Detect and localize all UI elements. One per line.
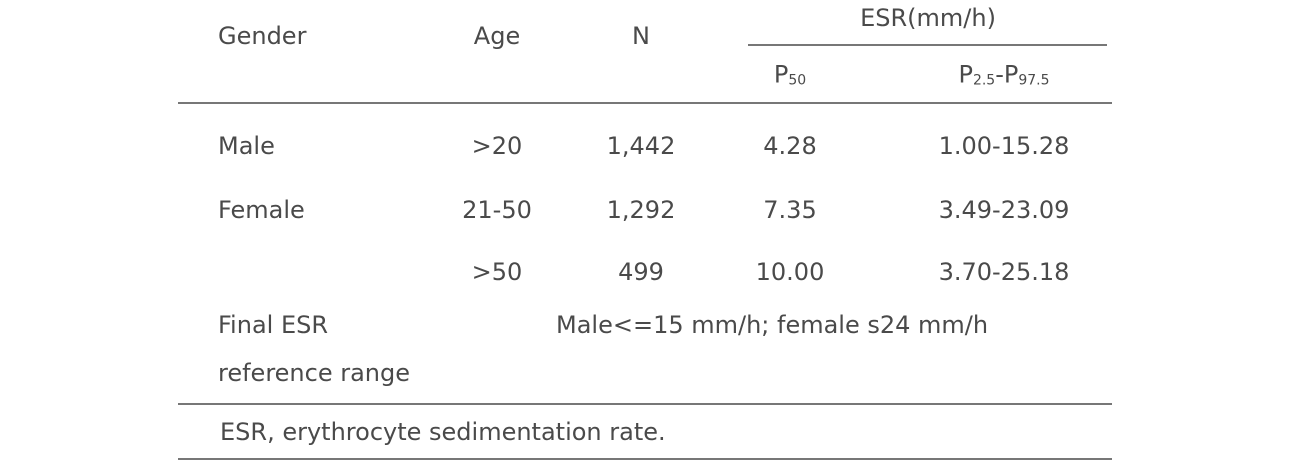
final-label-line1: Final ESR — [218, 311, 329, 339]
cell-n: 1,292 — [606, 196, 676, 224]
cell-range: 3.49-23.09 — [938, 196, 1070, 224]
cell-p50: 4.28 — [763, 132, 817, 160]
final-value: Male<=15 mm/h; female s24 mm/h — [556, 311, 989, 339]
cell-gender: Male — [218, 132, 275, 160]
cell-p50: 10.00 — [755, 258, 825, 286]
cell-age: 21-50 — [462, 196, 532, 224]
cell-gender: Female — [218, 196, 305, 224]
header-n: N — [632, 22, 650, 50]
body-rule — [178, 403, 1112, 405]
cell-range: 3.70-25.18 — [938, 258, 1070, 286]
header-esr: ESR(mm/h) — [860, 4, 996, 32]
cell-age: >50 — [471, 258, 523, 286]
cell-n: 499 — [618, 258, 664, 286]
cell-p50: 7.35 — [763, 196, 817, 224]
cell-range: 1.00-15.28 — [938, 132, 1070, 160]
cell-n: 1,442 — [606, 132, 676, 160]
header-divider — [748, 44, 1107, 46]
bottom-rule — [178, 458, 1112, 460]
header-rule — [178, 102, 1112, 104]
footnote: ESR, erythrocyte sedimentation rate. — [220, 418, 666, 446]
header-age: Age — [473, 22, 521, 50]
final-label-line2: reference range — [218, 359, 411, 387]
cell-age: >20 — [471, 132, 523, 160]
header-range: P2.5-P97.5 — [958, 60, 1050, 89]
header-gender: Gender — [218, 22, 307, 50]
header-p50: P50 — [773, 60, 807, 89]
